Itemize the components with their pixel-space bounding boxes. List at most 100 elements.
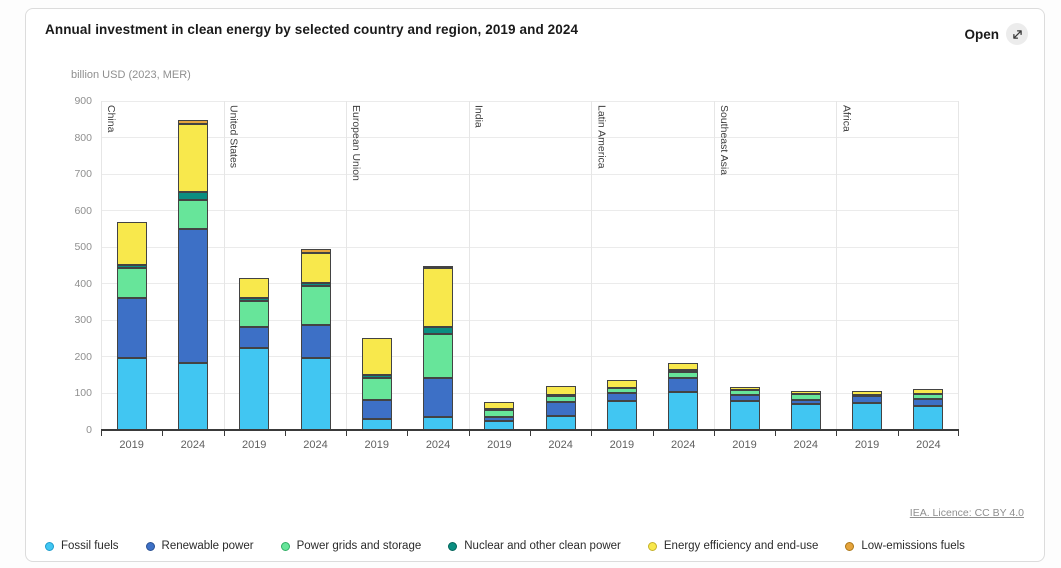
legend-label: Fossil fuels [61, 540, 119, 552]
bar-segment-power-grids-and-storage[interactable] [116, 268, 147, 298]
legend-item-nuclear-and-other-clean-power[interactable]: Nuclear and other clean power [448, 540, 621, 552]
y-tick-label: 700 [74, 168, 92, 181]
bar-segment-power-grids-and-storage[interactable] [545, 395, 576, 403]
bar-segment-power-grids-and-storage[interactable] [423, 333, 454, 378]
x-axis-tick [591, 430, 593, 436]
bar-segment-power-grids-and-storage[interactable] [913, 394, 944, 400]
legend-item-energy-efficiency-and-end-use[interactable]: Energy efficiency and end-use [647, 540, 818, 552]
bar-segment-renewable-power[interactable] [606, 393, 637, 402]
bar-segment-energy-efficiency-and-end-use[interactable] [913, 389, 944, 395]
bar-segment-power-grids-and-storage[interactable] [177, 199, 208, 230]
bar-segment-power-grids-and-storage[interactable] [729, 390, 760, 395]
bar-segment-low-emissions-fuels[interactable] [300, 249, 331, 253]
bar-segment-nuclear-and-other-clean-power[interactable] [423, 326, 454, 334]
bar-segment-low-emissions-fuels[interactable] [423, 266, 454, 269]
legend-dot-icon [45, 541, 54, 551]
bar-segment-power-grids-and-storage[interactable] [300, 285, 331, 326]
bar-segment-renewable-power[interactable] [668, 378, 699, 392]
legend-item-renewable-power[interactable]: Renewable power [145, 540, 254, 552]
x-tick-label: 2019 [487, 439, 512, 451]
legend-item-low-emissions-fuels[interactable]: Low-emissions fuels [845, 540, 965, 552]
bar-segment-nuclear-and-other-clean-power[interactable] [177, 191, 208, 200]
bar-segment-energy-efficiency-and-end-use[interactable] [606, 380, 637, 388]
bar-segment-renewable-power[interactable] [790, 400, 821, 405]
page-title: Annual investment in clean energy by sel… [45, 22, 579, 37]
bar-segment-power-grids-and-storage[interactable] [484, 409, 515, 417]
bar-segment-renewable-power[interactable] [729, 394, 760, 402]
bar-segment-nuclear-and-other-clean-power[interactable] [668, 369, 699, 372]
bar-segment-fossil-fuels[interactable] [790, 404, 821, 430]
bar-segment-energy-efficiency-and-end-use[interactable] [729, 386, 760, 391]
bar-segment-renewable-power[interactable] [177, 229, 208, 364]
stacked-bar-chart-plot: 0 100 200 300 400 500 600 700 800 900 China United … [74, 95, 959, 451]
region-separator [223, 101, 225, 430]
region-label: European Union [350, 105, 363, 181]
region-label: Latin America [595, 105, 608, 169]
bar-segment-power-grids-and-storage[interactable] [606, 387, 637, 394]
bar-segment-renewable-power[interactable] [852, 396, 883, 403]
x-axis-tick [652, 430, 654, 436]
bar-segment-power-grids-and-storage[interactable] [361, 378, 392, 401]
bar-segment-energy-efficiency-and-end-use[interactable] [116, 221, 147, 266]
bar-segment-fossil-fuels[interactable] [668, 391, 699, 430]
bar-segment-energy-efficiency-and-end-use[interactable] [668, 362, 699, 371]
bar-segment-renewable-power[interactable] [361, 400, 392, 420]
x-axis-tick [101, 430, 102, 436]
bar-segment-fossil-fuels[interactable] [913, 405, 944, 430]
licence-link[interactable]: IEA. Licence: CC BY 4.0 [909, 507, 1024, 519]
x-axis-tick [958, 430, 959, 436]
bar-segment-power-grids-and-storage[interactable] [668, 371, 699, 379]
bar-segment-energy-efficiency-and-end-use[interactable] [484, 401, 515, 409]
legend-dot-icon [845, 541, 855, 551]
bar-segment-energy-efficiency-and-end-use[interactable] [361, 337, 392, 376]
bar-segment-nuclear-and-other-clean-power[interactable] [300, 282, 331, 286]
bar-segment-nuclear-and-other-clean-power[interactable] [239, 298, 270, 301]
bar-segment-fossil-fuels[interactable] [177, 363, 208, 430]
bar-segment-power-grids-and-storage[interactable] [239, 300, 270, 327]
bar-segment-energy-efficiency-and-end-use[interactable] [423, 268, 454, 327]
gridline [101, 210, 959, 212]
bar-segment-energy-efficiency-and-end-use[interactable] [852, 390, 883, 395]
region-label: United States [227, 105, 240, 169]
region-separator [468, 101, 470, 430]
bar-segment-power-grids-and-storage[interactable] [790, 394, 821, 401]
bar-segment-energy-efficiency-and-end-use[interactable] [177, 123, 208, 192]
legend-item-power-grids-and-storage[interactable]: Power grids and storage [280, 540, 421, 552]
legend-item-fossil-fuels[interactable]: Fossil fuels [45, 540, 119, 552]
bar-segment-fossil-fuels[interactable] [606, 401, 637, 430]
bar-segment-energy-efficiency-and-end-use[interactable] [300, 252, 331, 283]
bar-segment-renewable-power[interactable] [239, 326, 270, 348]
bar-segment-nuclear-and-other-clean-power[interactable] [116, 265, 147, 269]
bar-segment-energy-efficiency-and-end-use[interactable] [239, 277, 270, 299]
bar-segment-renewable-power[interactable] [484, 416, 515, 421]
gridline [101, 283, 959, 285]
bar-segment-renewable-power[interactable] [545, 402, 576, 417]
bar-segment-renewable-power[interactable] [116, 297, 147, 358]
bar-segment-fossil-fuels[interactable] [300, 358, 331, 430]
bar-segment-fossil-fuels[interactable] [729, 401, 760, 430]
bar-segment-energy-efficiency-and-end-use[interactable] [790, 390, 821, 395]
bar-segment-fossil-fuels[interactable] [852, 402, 883, 430]
gridline [101, 137, 959, 139]
bar-segment-nuclear-and-other-clean-power[interactable] [361, 375, 392, 379]
region-separator [346, 101, 348, 430]
bar-segment-fossil-fuels[interactable] [116, 358, 147, 430]
y-tick-label: 200 [74, 350, 92, 363]
gridline [101, 100, 959, 102]
region-label: China [105, 105, 117, 133]
bar-segment-low-emissions-fuels[interactable] [177, 120, 208, 124]
bar-segment-energy-efficiency-and-end-use[interactable] [545, 386, 576, 395]
bar-segment-fossil-fuels[interactable] [545, 416, 576, 430]
bar-segment-renewable-power[interactable] [423, 377, 454, 417]
gridline [101, 173, 959, 175]
bar-segment-renewable-power[interactable] [300, 325, 331, 359]
open-button[interactable]: Open [964, 17, 1028, 51]
x-tick-label: 2019 [854, 439, 880, 451]
bar-segment-renewable-power[interactable] [913, 399, 944, 406]
bar-segment-fossil-fuels[interactable] [239, 347, 270, 430]
x-axis-tick [284, 430, 286, 436]
legend-dot-icon [448, 541, 458, 551]
chart-legend: Fossil fuels Renewable power Power grids a… [45, 540, 965, 552]
x-tick-label: 2019 [609, 439, 635, 451]
x-axis-tick [836, 430, 838, 436]
